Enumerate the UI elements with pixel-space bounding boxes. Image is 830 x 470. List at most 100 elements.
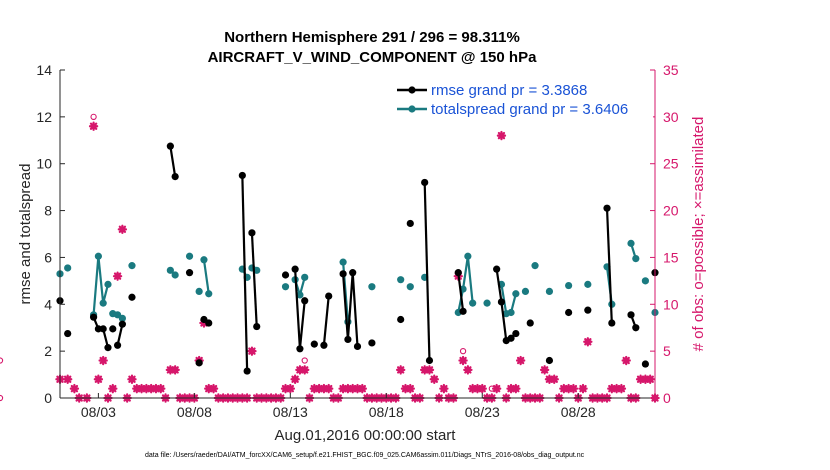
spread-point bbox=[469, 299, 477, 307]
footer-data-file: data file: /Users/raeder/DAI/ATM_forcXX/… bbox=[145, 452, 585, 459]
y-axis-left: 0 2 4 6 8 10 12 14 bbox=[36, 62, 65, 406]
rmse-point bbox=[493, 265, 501, 273]
assimilated-obs-marker bbox=[515, 355, 526, 366]
rmse-point bbox=[641, 360, 650, 368]
assimilated-obs-marker bbox=[204, 383, 214, 394]
assimilated-obs-marker bbox=[559, 383, 569, 394]
assimilated-obs-marker bbox=[405, 383, 415, 394]
possible-obs-marker bbox=[301, 357, 308, 364]
rmse-point bbox=[421, 178, 429, 187]
assimilated-obs-marker bbox=[127, 374, 137, 384]
assimilated-obs-marker bbox=[400, 383, 411, 394]
assimilated-obs-marker bbox=[439, 383, 449, 394]
assimilated-obs-marker bbox=[156, 383, 166, 394]
assimilated-obs-marker bbox=[635, 374, 646, 384]
assimilated-obs-marker bbox=[621, 355, 631, 366]
spread-point bbox=[205, 290, 213, 298]
rmse-point bbox=[243, 367, 251, 375]
assimilated-obs-marker bbox=[506, 383, 516, 394]
assimilated-obs-marker bbox=[314, 383, 324, 394]
assimilated-obs-marker bbox=[108, 383, 118, 394]
assimilated-obs-marker bbox=[348, 383, 358, 394]
spread-point bbox=[545, 287, 554, 295]
rmse-point bbox=[113, 341, 122, 349]
spread-point bbox=[166, 266, 174, 274]
assimilated-obs-marker bbox=[151, 383, 161, 394]
y2-tick-label: 30 bbox=[663, 109, 679, 125]
y2-tick-label: 35 bbox=[663, 62, 679, 78]
assimilated-obs-marker bbox=[578, 383, 588, 394]
possible-obs-marker bbox=[0, 357, 4, 364]
legend-box bbox=[393, 80, 653, 120]
assimilated-obs-marker bbox=[463, 365, 473, 375]
spread-point bbox=[397, 276, 405, 284]
assimilated-obs-marker bbox=[280, 383, 291, 394]
y-tick-label: 12 bbox=[36, 109, 52, 125]
y-axis-right: 0 5 10 15 20 25 30 35 bbox=[650, 62, 679, 406]
axes bbox=[59, 70, 656, 399]
rmse-point bbox=[497, 298, 506, 306]
spread-point bbox=[128, 262, 136, 270]
rmse-point bbox=[195, 359, 203, 367]
assimilated-obs-marker bbox=[88, 121, 99, 131]
assimilated-obs-marker bbox=[352, 383, 363, 394]
assimilated-obs-marker bbox=[539, 365, 550, 375]
rmse-point bbox=[205, 319, 213, 327]
rmse-line bbox=[116, 323, 124, 346]
assimilated-obs-marker bbox=[611, 383, 622, 394]
spread-point bbox=[641, 277, 650, 285]
possible-obs-marker bbox=[90, 113, 97, 121]
y-axis-label: rmse and totalspread bbox=[17, 164, 34, 305]
spread-line bbox=[92, 255, 110, 315]
y-tick-label: 6 bbox=[44, 249, 52, 265]
assimilated-obs-marker bbox=[583, 337, 593, 347]
rmse-point bbox=[425, 356, 434, 365]
rmse-point bbox=[320, 341, 328, 349]
rmse-point bbox=[349, 269, 357, 277]
spread-point bbox=[531, 262, 539, 270]
rmse-point bbox=[291, 265, 299, 273]
x-axis: 08/03 08/08 08/13 08/18 08/23 08/28 bbox=[81, 393, 596, 420]
spread-point bbox=[99, 299, 107, 307]
assimilated-obs-marker bbox=[295, 365, 305, 375]
rmse-point bbox=[545, 356, 554, 365]
y-tick-label: 0 bbox=[44, 390, 52, 406]
assimilated-obs-marker bbox=[496, 130, 507, 141]
rmse-point bbox=[397, 315, 405, 324]
y2-axis-label: # of obs: o=possible; ×=assimilated bbox=[690, 117, 707, 352]
rmse-point bbox=[238, 171, 246, 180]
rmse-point bbox=[253, 322, 261, 331]
rmse-point bbox=[368, 339, 376, 347]
y-tick-label: 2 bbox=[44, 343, 52, 359]
rmse-point bbox=[310, 340, 318, 348]
rmse-point bbox=[325, 292, 333, 300]
assimilated-obs-marker bbox=[208, 383, 219, 394]
rmse-point bbox=[248, 229, 256, 237]
rmse-point bbox=[64, 329, 72, 338]
rmse-point bbox=[632, 324, 640, 332]
assimilated-obs-marker bbox=[93, 374, 104, 384]
assimilated-obs-marker bbox=[491, 383, 502, 394]
y2-tick-label: 0 bbox=[663, 390, 671, 406]
assimilated-obs-marker bbox=[419, 365, 430, 375]
assimilated-obs-marker bbox=[395, 365, 406, 375]
spread-point bbox=[632, 255, 640, 263]
spread-point bbox=[118, 314, 126, 322]
rmse-point bbox=[406, 219, 414, 228]
rmse-point bbox=[109, 325, 117, 333]
chart-title: Northern Hemisphere 291 / 296 = 98.311% bbox=[224, 29, 520, 46]
rmse-point bbox=[565, 308, 573, 317]
assimilated-obs-marker bbox=[132, 383, 142, 394]
rmse-line bbox=[169, 145, 177, 177]
spread-point bbox=[94, 252, 102, 260]
spread-point bbox=[565, 281, 573, 290]
chart-subtitle: AIRCRAFT_V_WIND_COMPONENT @ 150 hPa bbox=[208, 49, 538, 66]
assimilated-obs-marker bbox=[62, 374, 73, 384]
assimilated-obs-marker bbox=[324, 383, 334, 394]
assimilated-obs-marker bbox=[640, 374, 651, 384]
assimilated-obs-marker bbox=[549, 374, 559, 384]
rmse-point bbox=[454, 269, 462, 277]
assimilated-obs-marker bbox=[424, 365, 435, 375]
legend-spread-label: totalspread grand pr = 3.6406 bbox=[431, 101, 628, 118]
